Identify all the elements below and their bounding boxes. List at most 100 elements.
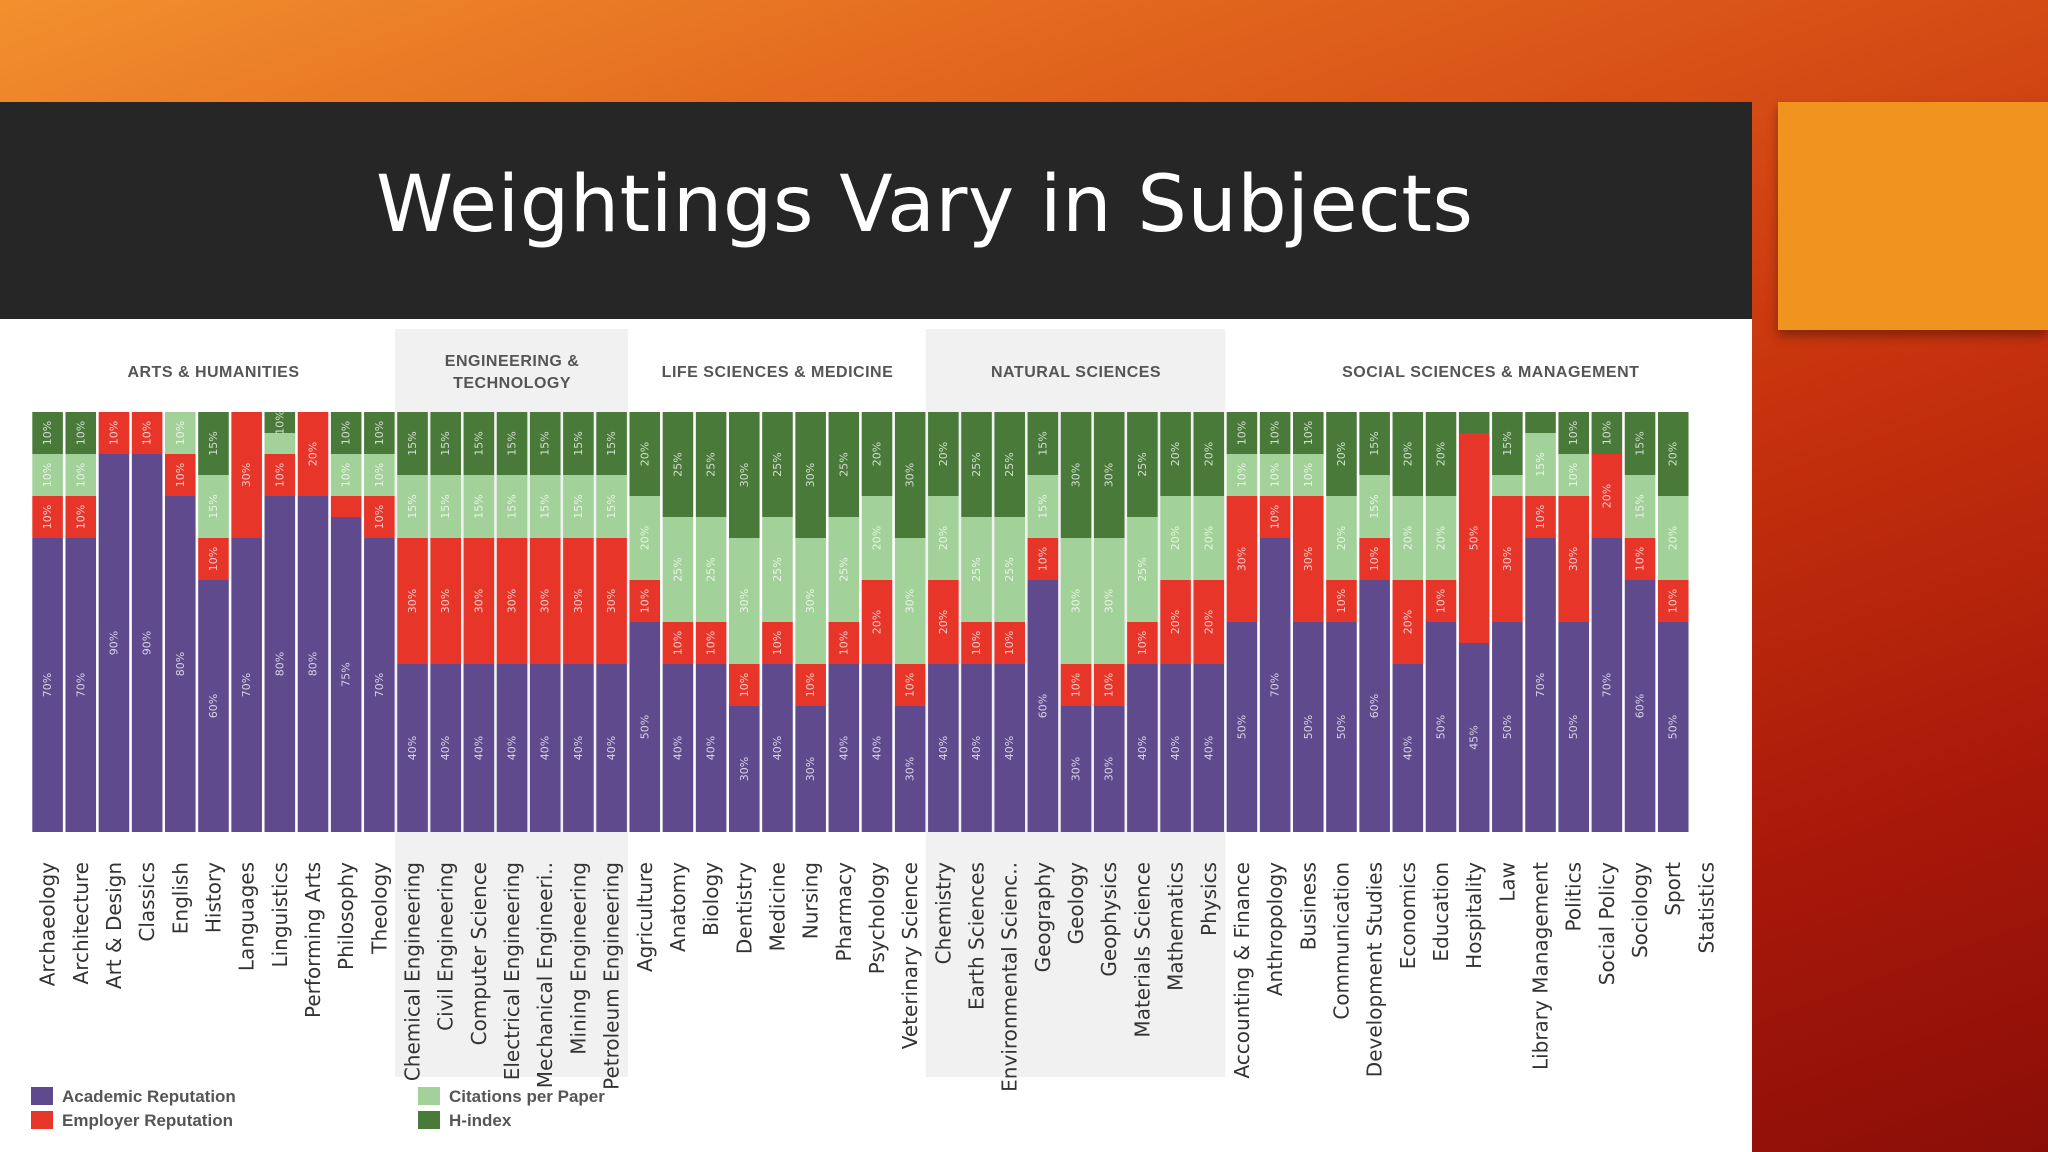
segment-label: 30% <box>1070 757 1083 781</box>
segment-label: 15% <box>1368 431 1381 455</box>
bar-segment-academic <box>1226 622 1258 832</box>
bar-segment-citations <box>529 475 561 538</box>
x-tick-label: Performing Arts <box>301 862 325 1018</box>
bar-segment-employer <box>762 622 793 664</box>
bar-segment-citations <box>1259 454 1291 496</box>
segment-label: 70% <box>1534 673 1547 697</box>
segment-label: 40% <box>1401 736 1414 760</box>
segment-label: 40% <box>439 736 452 760</box>
segment-label: 10% <box>1600 421 1613 445</box>
bar-segment-hindex <box>1359 412 1390 475</box>
segment-label: 15% <box>506 431 519 455</box>
segment-label: 30% <box>572 589 585 613</box>
segment-label: 20% <box>1202 526 1215 550</box>
segment-label: 20% <box>1667 442 1680 466</box>
segment-label: 40% <box>1202 736 1215 760</box>
segment-label: 50% <box>1235 715 1248 739</box>
bar-segment-hindex <box>729 412 760 538</box>
segment-label: 10% <box>41 421 54 445</box>
segment-label: 30% <box>605 589 618 613</box>
bar-segment-academic <box>1558 622 1589 832</box>
segment-label: 70% <box>373 673 386 697</box>
bar-segment-academic <box>1160 664 1191 832</box>
bar-segment-academic <box>1624 580 1656 832</box>
x-tick-label: Architecture <box>69 862 93 984</box>
x-tick-label: Earth Sciences <box>965 862 989 1010</box>
segment-label: 15% <box>406 494 419 518</box>
segment-label: 10% <box>1235 421 1248 445</box>
segment-label: 10% <box>1103 673 1116 697</box>
bar-segment-academic <box>928 664 959 832</box>
segment-label: 15% <box>572 494 585 518</box>
segment-label: 30% <box>1235 547 1248 571</box>
segment-label: 30% <box>904 757 917 781</box>
bar-segment-employer <box>894 664 926 706</box>
bar-segment-employer <box>165 454 196 496</box>
segment-label: 10% <box>904 673 917 697</box>
bar-segment-hindex <box>695 412 727 517</box>
segment-label: 10% <box>107 421 120 445</box>
segment-label: 70% <box>41 673 54 697</box>
segment-label: 30% <box>738 757 751 781</box>
bar-segment-academic <box>397 664 428 832</box>
segment-label: 25% <box>705 452 718 476</box>
segment-label: 10% <box>1302 421 1315 445</box>
x-tick-label: Civil Engineering <box>434 862 458 1031</box>
segment-label: 60% <box>1368 694 1381 718</box>
bar-segment-academic <box>1193 664 1225 832</box>
segment-label: 40% <box>937 736 950 760</box>
segment-label: 20% <box>1401 442 1414 466</box>
bar-segment-employer <box>1359 538 1390 580</box>
segment-label: 15% <box>506 494 519 518</box>
segment-label: 30% <box>738 463 751 487</box>
bar-segment-citations <box>662 517 694 622</box>
bar-segment-citations <box>198 475 229 538</box>
segment-label: 15% <box>406 431 419 455</box>
bar-segment-hindex <box>1624 412 1656 475</box>
bar-segment-hindex <box>397 412 428 475</box>
segment-label: 20% <box>1169 610 1182 634</box>
segment-label: 15% <box>472 431 485 455</box>
x-tick-label: Computer Science <box>467 862 491 1045</box>
x-tick-label: Nursing <box>799 862 823 939</box>
bar-segment-citations <box>397 475 428 538</box>
bar-segment-employer <box>596 538 627 664</box>
segment-label: 30% <box>1302 547 1315 571</box>
bar-segment-employer <box>1558 496 1589 622</box>
segment-label: 90% <box>107 631 120 655</box>
x-tick-label: Library Management <box>1529 862 1553 1070</box>
segment-label: 30% <box>1103 463 1116 487</box>
bar-segment-citations <box>1558 454 1589 496</box>
x-tick-label: Chemical Engineering <box>401 862 425 1081</box>
bar-segment-hindex <box>1259 412 1291 454</box>
bar-segment-employer <box>695 622 727 664</box>
segment-label: 30% <box>904 589 917 613</box>
segment-label: 15% <box>1634 431 1647 455</box>
x-tick-label: Pharmacy <box>832 862 856 962</box>
x-tick-label: Geophysics <box>1097 862 1121 977</box>
x-tick-label: Medicine <box>765 862 789 951</box>
segment-label: 20% <box>307 442 320 466</box>
bar-segment-employer <box>364 496 395 538</box>
x-tick-label: Development Studies <box>1363 862 1387 1077</box>
segment-label: 20% <box>1401 610 1414 634</box>
x-tick-label: Classics <box>135 862 159 942</box>
segment-label: 30% <box>1103 757 1116 781</box>
bar-segment-citations <box>1193 496 1225 580</box>
segment-label: 50% <box>1435 715 1448 739</box>
x-tick-label: Accounting & Finance <box>1230 862 1254 1079</box>
segment-label: 15% <box>1501 431 1514 455</box>
bar-segment-citations <box>762 517 793 622</box>
segment-label: 15% <box>472 494 485 518</box>
segment-label: 40% <box>771 736 784 760</box>
bar-segment-citations <box>364 454 395 496</box>
bar-segment-academic <box>65 538 97 832</box>
segment-label: 45% <box>1468 725 1481 749</box>
bar-segment-citations <box>1425 496 1457 580</box>
title-bar <box>0 102 1752 319</box>
bar-segment-hindex <box>795 412 826 538</box>
bar-segment-academic <box>1657 622 1689 832</box>
bar-segment-hindex <box>563 412 594 475</box>
group-label: ARTS & HUMANITIES <box>127 364 299 381</box>
bar-segment-employer <box>1027 538 1059 580</box>
